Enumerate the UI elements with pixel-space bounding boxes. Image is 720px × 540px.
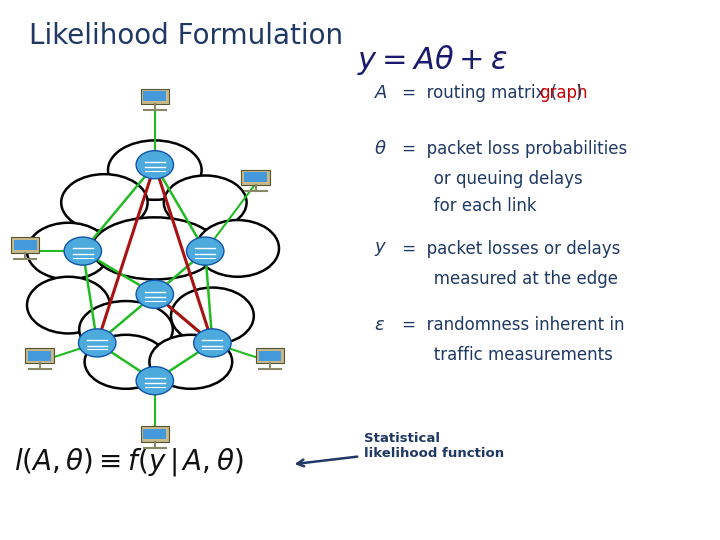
Bar bbox=[143, 429, 166, 439]
Text: $y = A\theta + \varepsilon$: $y = A\theta + \varepsilon$ bbox=[356, 43, 508, 77]
Circle shape bbox=[194, 329, 231, 357]
Text: Likelihood Formulation: Likelihood Formulation bbox=[29, 22, 343, 50]
Text: $\varepsilon$: $\varepsilon$ bbox=[374, 316, 385, 334]
Text: =  randomness inherent in: = randomness inherent in bbox=[397, 316, 625, 334]
Bar bbox=[14, 240, 37, 250]
Circle shape bbox=[78, 329, 116, 357]
Bar bbox=[25, 348, 54, 363]
Bar bbox=[241, 170, 270, 185]
Bar bbox=[244, 172, 267, 183]
Bar bbox=[258, 350, 282, 361]
Ellipse shape bbox=[79, 301, 173, 357]
Text: traffic measurements: traffic measurements bbox=[397, 346, 613, 363]
Ellipse shape bbox=[150, 335, 232, 389]
Bar bbox=[140, 426, 169, 442]
Ellipse shape bbox=[163, 176, 246, 230]
Bar bbox=[143, 91, 166, 102]
Text: $\theta$: $\theta$ bbox=[374, 140, 387, 158]
Ellipse shape bbox=[85, 335, 167, 389]
Text: $A$: $A$ bbox=[374, 84, 388, 102]
Ellipse shape bbox=[27, 276, 110, 333]
Ellipse shape bbox=[92, 217, 218, 280]
Text: $y$: $y$ bbox=[374, 240, 387, 258]
Text: =  packet losses or delays: = packet losses or delays bbox=[397, 240, 621, 258]
Bar bbox=[11, 237, 40, 253]
Text: =  packet loss probabilities: = packet loss probabilities bbox=[397, 140, 628, 158]
Ellipse shape bbox=[27, 222, 110, 280]
Text: for each link: for each link bbox=[397, 197, 537, 215]
Text: ): ) bbox=[575, 84, 582, 102]
Circle shape bbox=[136, 151, 174, 179]
Ellipse shape bbox=[196, 220, 279, 276]
Text: measured at the edge: measured at the edge bbox=[397, 270, 618, 288]
Circle shape bbox=[136, 280, 174, 308]
Circle shape bbox=[186, 237, 224, 265]
Circle shape bbox=[136, 367, 174, 395]
Text: $l(A,\theta) \equiv f(y\,|\,A,\theta)$: $l(A,\theta) \equiv f(y\,|\,A,\theta)$ bbox=[14, 446, 244, 477]
Bar bbox=[140, 89, 169, 104]
Bar bbox=[256, 348, 284, 363]
Text: =  routing matrix (: = routing matrix ( bbox=[397, 84, 557, 102]
Ellipse shape bbox=[108, 140, 202, 200]
Text: or queuing delays: or queuing delays bbox=[397, 170, 583, 188]
Text: Statistical
likelihood function: Statistical likelihood function bbox=[364, 432, 504, 460]
Bar bbox=[28, 350, 51, 361]
Text: graph: graph bbox=[539, 84, 588, 102]
Circle shape bbox=[64, 237, 102, 265]
Ellipse shape bbox=[171, 287, 253, 345]
Ellipse shape bbox=[61, 174, 148, 231]
